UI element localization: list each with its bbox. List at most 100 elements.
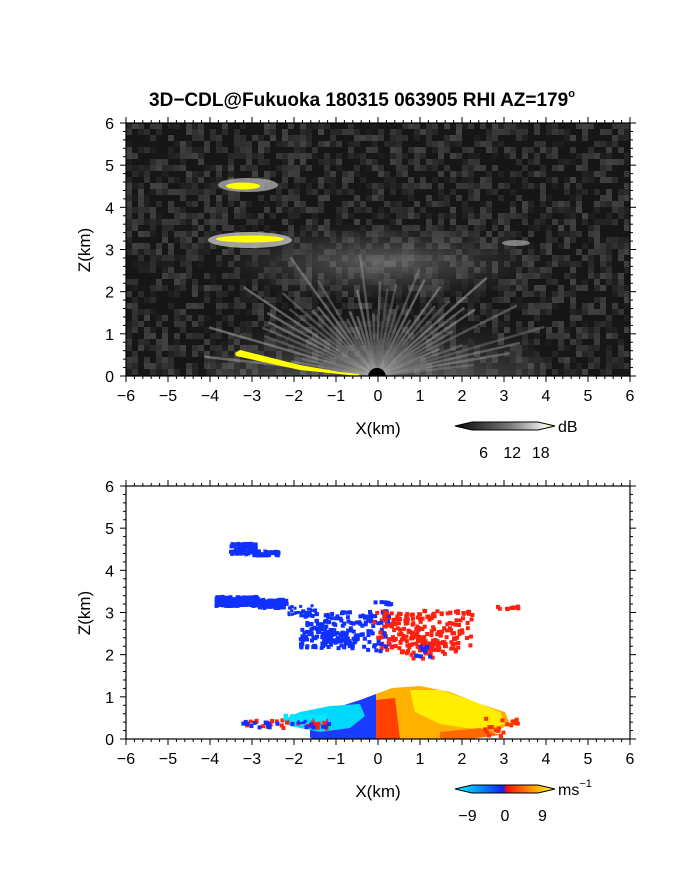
noise-cell: [150, 213, 156, 219]
noise-cell: [150, 207, 156, 213]
velocity-pixel: [381, 643, 386, 648]
noise-cell: [588, 213, 594, 219]
noise-cell: [246, 201, 252, 207]
noise-cell: [174, 255, 180, 261]
noise-cell: [126, 369, 132, 375]
velocity-pixel: [366, 618, 371, 623]
velocity-pixel: [423, 646, 428, 651]
noise-cell: [492, 141, 498, 147]
noise-cell: [606, 159, 612, 165]
noise-cell: [426, 129, 432, 135]
velocity-pixel: [301, 609, 306, 614]
noise-cell: [498, 195, 504, 201]
velocity-pixel: [320, 641, 325, 646]
noise-cell: [570, 285, 576, 291]
velocity-pixel: [458, 618, 463, 623]
velocity-pixel: [290, 717, 295, 722]
noise-cell: [606, 213, 612, 219]
noise-cell: [294, 297, 300, 303]
velocity-pixel: [253, 601, 258, 606]
velocity-pixel: [242, 550, 247, 555]
velocity-pixel: [328, 628, 333, 633]
velocity-pixel: [411, 656, 416, 661]
noise-cell: [510, 147, 516, 153]
noise-cell: [594, 237, 600, 243]
velocity-pixel: [244, 602, 249, 607]
noise-cell: [252, 303, 258, 309]
velocity-pixel: [255, 549, 260, 554]
noise-cell: [582, 243, 588, 249]
noise-cell: [216, 177, 222, 183]
noise-cell: [282, 153, 288, 159]
noise-cell: [270, 129, 276, 135]
noise-cell: [606, 273, 612, 279]
velocity-pixel: [398, 612, 403, 617]
noise-cell: [540, 183, 546, 189]
noise-cell: [528, 207, 534, 213]
noise-cell: [132, 369, 138, 375]
noise-cell: [396, 129, 402, 135]
noise-cell: [606, 141, 612, 147]
noise-cell: [168, 345, 174, 351]
noise-cell: [504, 321, 510, 327]
noise-cell: [390, 183, 396, 189]
velocity-pixel: [351, 629, 356, 634]
noise-cell: [504, 129, 510, 135]
noise-cell: [408, 195, 414, 201]
velocity-pixel: [484, 716, 489, 721]
velocity-pixel: [391, 617, 396, 622]
noise-cell: [360, 159, 366, 165]
noise-cell: [222, 123, 228, 129]
noise-cell: [444, 177, 450, 183]
noise-cell: [504, 309, 510, 315]
noise-cell: [420, 153, 426, 159]
velocity-pixel: [268, 601, 273, 606]
noise-cell: [162, 339, 168, 345]
noise-cell: [204, 231, 210, 237]
velocity-pixel: [382, 613, 387, 618]
noise-cell: [606, 237, 612, 243]
noise-cell: [546, 237, 552, 243]
velocity-pixel: [300, 634, 305, 639]
noise-cell: [588, 327, 594, 333]
noise-cell: [372, 141, 378, 147]
noise-cell: [324, 219, 330, 225]
noise-cell: [306, 207, 312, 213]
noise-cell: [270, 123, 276, 129]
noise-cell: [426, 165, 432, 171]
noise-cell: [492, 153, 498, 159]
noise-cell: [594, 273, 600, 279]
velocity-pixel: [362, 636, 367, 641]
x-tick-label: 0: [374, 388, 383, 405]
noise-cell: [198, 261, 204, 267]
noise-cell: [450, 171, 456, 177]
velocity-pixel: [238, 601, 243, 606]
velocity-pixel: [411, 650, 416, 655]
noise-cell: [384, 183, 390, 189]
noise-cell: [582, 129, 588, 135]
noise-cell: [444, 141, 450, 147]
velocity-pixel: [515, 605, 520, 610]
velocity-pixel: [445, 611, 450, 616]
noise-cell: [210, 207, 216, 213]
noise-cell: [624, 207, 630, 213]
velocity-pixel: [422, 635, 427, 640]
noise-cell: [324, 123, 330, 129]
noise-cell: [180, 183, 186, 189]
velocity-pixel: [361, 613, 366, 618]
noise-cell: [276, 183, 282, 189]
velocity-pixel: [300, 627, 305, 632]
noise-cell: [126, 231, 132, 237]
noise-cell: [510, 177, 516, 183]
noise-cell: [600, 243, 606, 249]
noise-cell: [162, 237, 168, 243]
noise-cell: [612, 291, 618, 297]
velocity-pixel: [430, 644, 435, 649]
velocity-pixel: [332, 628, 337, 633]
noise-cell: [234, 207, 240, 213]
noise-cell: [600, 285, 606, 291]
velocity-pixel: [450, 621, 455, 626]
noise-cell: [450, 153, 456, 159]
